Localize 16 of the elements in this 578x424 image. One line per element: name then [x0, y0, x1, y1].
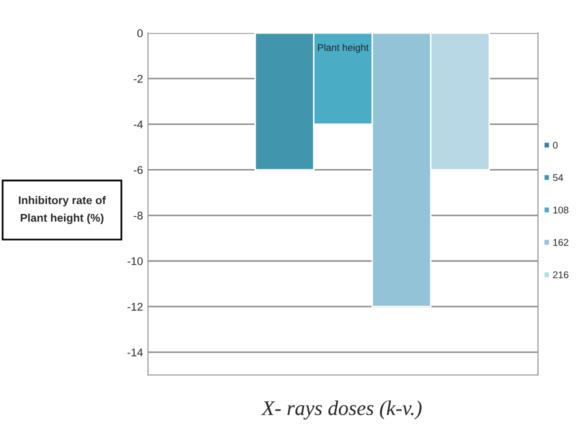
x-axis-title: X- rays doses (k-v.) [261, 400, 422, 420]
legend-label: 54 [552, 174, 564, 182]
x-tick-label: Plant height [318, 44, 369, 53]
legend-label: 216 [553, 271, 568, 278]
legend-label: 0 [552, 142, 558, 149]
y-tick-label: -8 [134, 212, 143, 220]
y-tick-label: -14 [128, 348, 143, 356]
legend-label: 162 [553, 238, 568, 246]
legend-label: 108 [553, 206, 568, 214]
y-tick-label: 0 [137, 29, 143, 38]
y-tick-label: -10 [128, 257, 143, 266]
y-tick-label: -4 [134, 120, 143, 128]
y-tick-label: -12 [128, 302, 143, 311]
y-axis-title: Inhibitory rate of Plant height (%) [18, 196, 106, 224]
y-tick-label: -6 [134, 166, 143, 174]
y-tick-label: -2 [134, 74, 143, 83]
